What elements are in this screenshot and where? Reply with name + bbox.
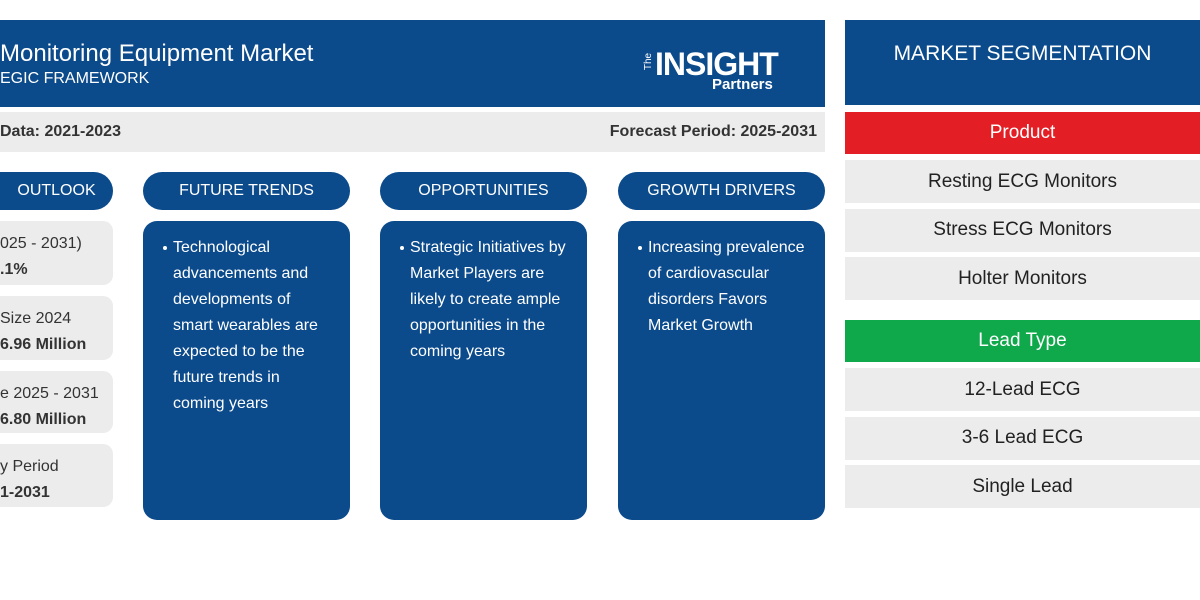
outlook-card: 025 - 2031) .1% [0, 221, 113, 285]
logo-small: The [643, 52, 655, 71]
column-card: Strategic Initiatives by Market Players … [380, 221, 587, 520]
segment-group: Product [845, 112, 1200, 154]
outlook-label: y Period [0, 458, 59, 475]
outlook-value: 6.96 Million [0, 336, 87, 353]
period-bar: Data: 2021-2023 Forecast Period: 2025-20… [0, 112, 825, 152]
header: Monitoring Equipment Market EGIC FRAMEWO… [0, 20, 825, 107]
outlook-label: e 2025 - 2031 [0, 385, 99, 402]
subtitle: EGIC FRAMEWORK [0, 70, 150, 87]
outlook-value: 1-2031 [0, 484, 50, 501]
column-title: FUTURE TRENDS [143, 172, 350, 210]
column-title: OPPORTUNITIES [380, 172, 587, 210]
outlook-title: OUTLOOK [0, 172, 113, 210]
column-card: Increasing prevalence of cardiovascular … [618, 221, 825, 520]
segment-item: 3-6 Lead ECG [845, 416, 1200, 460]
logo-sub: Partners [712, 76, 773, 93]
segment-item: Single Lead [845, 465, 1200, 508]
column-card: Technological advancements and developme… [143, 221, 350, 520]
outlook-value: 6.80 Million [0, 411, 87, 428]
segment-item: 12-Lead ECG [845, 368, 1200, 411]
segment-group: Lead Type [845, 320, 1200, 362]
bullet [638, 246, 642, 250]
outlook-card: Size 2024 6.96 Million [0, 296, 113, 360]
title: Monitoring Equipment Market [0, 40, 314, 67]
historic: Data: 2021-2023 [0, 123, 121, 140]
column-title: GROWTH DRIVERS [618, 172, 825, 210]
segmentation-title: MARKET SEGMENTATION [845, 20, 1200, 105]
bullet [400, 246, 404, 250]
column-text: Technological advancements and developme… [173, 239, 318, 412]
forecast: Forecast Period: 2025-2031 [609, 123, 817, 140]
outlook-label: Size 2024 [0, 310, 72, 327]
segment-item: Holter Monitors [845, 257, 1200, 300]
outlook-card: e 2025 - 2031 6.80 Million [0, 371, 113, 433]
outlook-card: y Period 1-2031 [0, 444, 113, 507]
bullet [163, 246, 167, 250]
outlook-label: 025 - 2031) [0, 235, 82, 252]
outlook-value: .1% [0, 261, 28, 278]
segment-item: Resting ECG Monitors [845, 160, 1200, 203]
column-text: Increasing prevalence of cardiovascular … [648, 239, 805, 334]
segment-item: Stress ECG Monitors [845, 208, 1200, 252]
logo-main: INSIGHT [655, 46, 779, 82]
column-text: Strategic Initiatives by Market Players … [410, 239, 566, 360]
